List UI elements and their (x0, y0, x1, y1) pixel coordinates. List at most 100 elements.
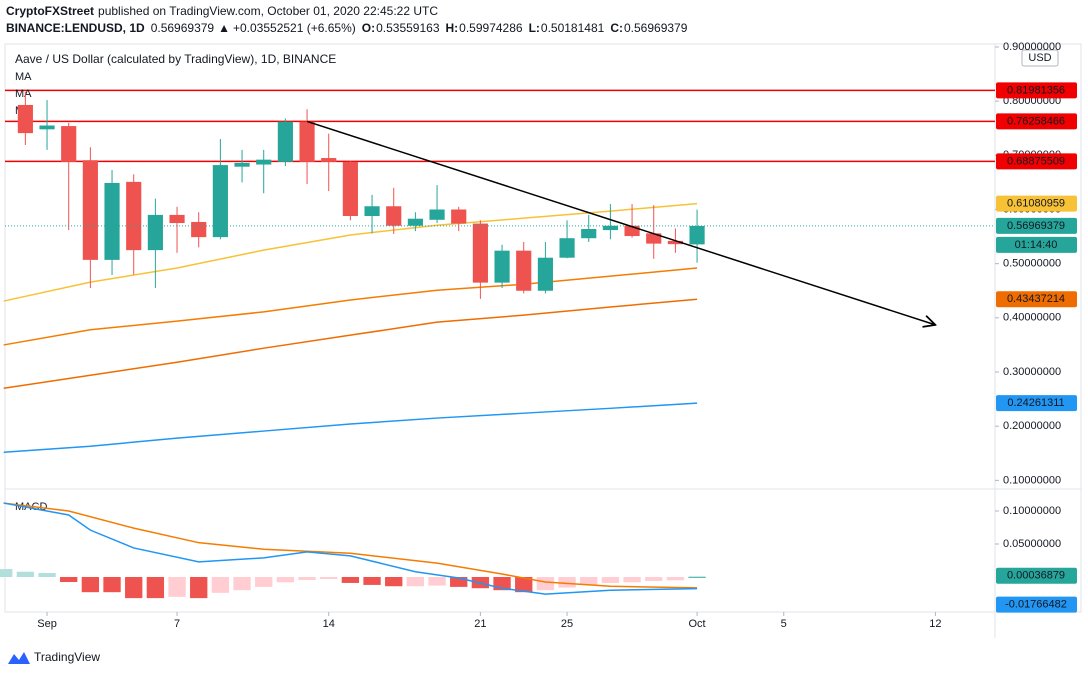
axis-value-label: 0.68875509 (1007, 155, 1065, 167)
x-tick-label: 12 (929, 618, 941, 630)
x-tick-label: 5 (781, 618, 787, 630)
footer-brand: TradingView (34, 650, 100, 664)
axis-value-box (996, 153, 1077, 170)
y-tick-label: 0.40000000 (1003, 312, 1061, 324)
histogram-bar (0, 569, 13, 577)
histogram-bar (320, 576, 338, 579)
candle-body (407, 218, 423, 226)
currency-box (1021, 49, 1059, 67)
axis-value-box (996, 195, 1077, 212)
axis-value-box (996, 291, 1077, 308)
candle-body (104, 182, 120, 260)
histogram-bar (276, 576, 295, 583)
candle-body (494, 250, 510, 283)
candle-body (17, 104, 33, 134)
candle-body (451, 209, 467, 224)
candle-body (667, 240, 683, 245)
axis-value-label: 0.61080959 (1007, 198, 1065, 210)
histogram-bar (81, 576, 100, 593)
histogram-bar (623, 576, 641, 583)
legend-label: MA (15, 71, 32, 83)
icon: ▲ (218, 21, 230, 35)
candle-body (364, 206, 380, 216)
histogram-bar (515, 576, 533, 593)
chart-title: Aave / US Dollar (calculated by TradingV… (15, 52, 336, 66)
histogram-bar (580, 576, 598, 585)
header-line: CryptoFXStreet published on TradingView.c… (6, 4, 438, 18)
histogram-bar (341, 576, 360, 583)
x-tick-label: Oct (689, 618, 706, 630)
histogram-bar (666, 576, 685, 581)
histogram-bar (125, 576, 143, 599)
histogram-bar (103, 576, 121, 593)
x-tick-label: 14 (323, 618, 335, 630)
header-line: BINANCE:LENDUSD, 1D 0.56969379 ▲ +0.0355252… (6, 21, 688, 35)
axis-value-label: 0.00036879 (1007, 570, 1065, 582)
macd-line (3, 502, 698, 595)
histogram-bar (450, 576, 468, 587)
x-tick-label: Sep (37, 618, 57, 630)
header-text: O: (362, 21, 375, 35)
axis-value-box (996, 395, 1077, 412)
y-tick-label: 0.10000000 (1003, 474, 1061, 486)
axis-value-label: 0.43437214 (1007, 293, 1065, 305)
candle-body (429, 209, 445, 220)
candle-body (602, 225, 618, 231)
y-tick-label: 0.20000000 (1003, 420, 1061, 432)
histogram-bar (60, 576, 78, 583)
histogram-bar (645, 576, 663, 581)
candle-body (689, 225, 705, 245)
y-tick-label: 0.05000000 (1003, 538, 1061, 550)
histogram-bar (233, 576, 251, 591)
y-tick-label: 0.90000000 (1003, 41, 1061, 53)
histogram-bar (558, 576, 576, 588)
candle-body (256, 159, 272, 165)
histogram-bar (190, 576, 208, 599)
header-text: 0.56969379 (624, 21, 688, 35)
histogram-bar (536, 576, 555, 591)
header-text: +0.03552521 (+6.65%) (233, 21, 356, 35)
axis-value-label: 0.56969379 (1007, 220, 1065, 232)
candle-body (299, 121, 315, 162)
trend-line (306, 120, 935, 324)
axis-value-label: 0.76258466 (1007, 115, 1065, 127)
axis-value-box (996, 113, 1077, 130)
candle-body (342, 161, 358, 216)
candle-body (191, 221, 207, 238)
histogram-bar (255, 576, 273, 587)
candle-body (234, 162, 250, 167)
candle-body (126, 181, 142, 251)
axis-value-label: 0.24261311 (1007, 397, 1064, 409)
legend-label: MA (15, 88, 32, 100)
candle-body (321, 158, 337, 162)
candle-body (624, 225, 640, 237)
x-tick-label: 25 (561, 618, 573, 630)
candle-body (277, 121, 293, 162)
candle-body (559, 238, 575, 258)
histogram-bar (601, 576, 620, 583)
moving-average (3, 267, 698, 346)
histogram-bar (211, 576, 230, 593)
candle-body (169, 214, 185, 224)
axis-value-box (996, 217, 1077, 234)
header-text: H: (446, 21, 459, 35)
axis-value-label: 01:14:40 (1015, 239, 1058, 251)
histogram-bar (688, 576, 706, 578)
y-tick-label: 0.30000000 (1003, 366, 1061, 378)
x-tick-label: 7 (174, 618, 180, 630)
axis-value-box (996, 82, 1077, 99)
candle-body (516, 250, 532, 291)
axis-value-label: -0.01766482 (1005, 599, 1067, 611)
histogram-bar (168, 576, 186, 597)
candle-body (212, 165, 228, 238)
moving-average (3, 298, 698, 390)
header-text: CryptoFXStreet (6, 4, 94, 18)
candle-body (472, 223, 488, 283)
logo (8, 652, 30, 664)
signal-line (3, 502, 698, 589)
header-text: 0.53559163 (376, 21, 440, 35)
candle-body (39, 125, 55, 130)
histogram-bar (298, 576, 316, 580)
candle-body (581, 229, 597, 239)
